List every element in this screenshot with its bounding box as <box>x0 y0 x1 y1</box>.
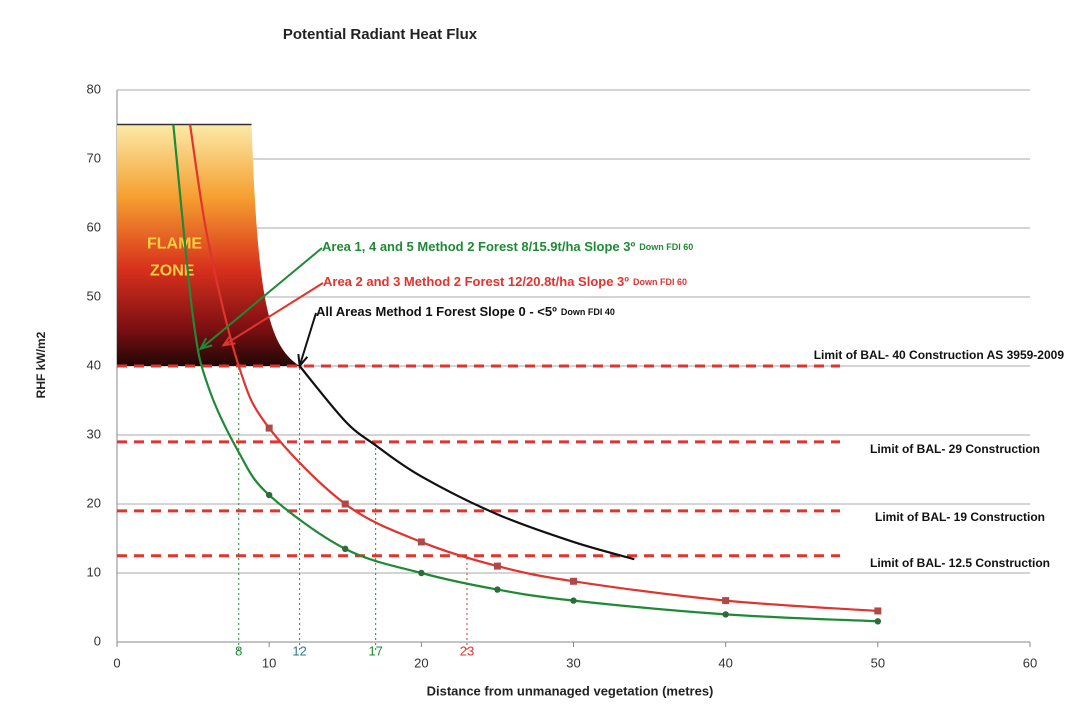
chart-title: Potential Radiant Heat Flux <box>283 26 478 43</box>
x-tick-label: 60 <box>1023 655 1037 670</box>
x-marker-label: 8 <box>235 643 242 658</box>
y-tick-label: 20 <box>87 495 101 510</box>
series-annotation: All Areas Method 1 Forest Slope 0 - <5º D… <box>316 304 615 319</box>
y-tick-label: 80 <box>87 81 101 96</box>
flame-zone-label: ZONE <box>150 263 195 280</box>
x-marker-label: 23 <box>460 643 474 658</box>
x-tick-label: 10 <box>262 655 276 670</box>
x-tick-label: 30 <box>566 655 580 670</box>
x-tick-label: 50 <box>871 655 885 670</box>
series-name-small: Down FDI 40 <box>561 307 615 317</box>
annotation-arrow <box>298 312 317 367</box>
x-marker-label: 17 <box>368 643 382 658</box>
x-tick-label: 0 <box>113 655 120 670</box>
data-point <box>493 562 501 570</box>
annotation-arrow <box>200 247 323 350</box>
y-tick-label: 60 <box>87 219 101 234</box>
series-name-small: Down FDI 60 <box>639 242 693 252</box>
series-name: Area 2 and 3 Method 2 Forest 12/20.8t/ha… <box>323 274 629 289</box>
series-annotation: Area 1, 4 and 5 Method 2 Forest 8/15.9t/… <box>322 239 693 254</box>
y-tick-label: 40 <box>87 357 101 372</box>
y-tick-label: 70 <box>87 150 101 165</box>
x-axis-label: Distance from unmanaged vegetation (metr… <box>427 683 714 698</box>
arrow-head <box>221 334 236 347</box>
data-point <box>265 424 273 432</box>
x-tick-label: 40 <box>718 655 732 670</box>
data-point <box>874 607 882 615</box>
x-marker-label: 12 <box>292 643 306 658</box>
y-tick-label: 0 <box>94 633 101 648</box>
reference-label: Limit of BAL- 29 Construction <box>870 442 1040 456</box>
reference-label: Limit of BAL- 12.5 Construction <box>870 556 1050 570</box>
data-point <box>722 597 730 605</box>
series-line <box>188 124 878 613</box>
reference-label: Limit of BAL- 40 Construction AS 3959-20… <box>814 348 1065 362</box>
x-tick-label: 20 <box>414 655 428 670</box>
data-point <box>342 545 349 553</box>
flame-zone-label: FLAME <box>147 236 202 253</box>
series-annotation: Area 2 and 3 Method 2 Forest 12/20.8t/ha… <box>323 274 687 289</box>
series-name-small: Down FDI 60 <box>633 277 687 287</box>
data-point <box>494 586 501 593</box>
data-point <box>265 491 273 499</box>
arrow-head <box>297 353 309 369</box>
series-line <box>172 124 878 623</box>
annotation-arrow <box>222 282 324 347</box>
data-point <box>722 611 729 618</box>
series-name: Area 1, 4 and 5 Method 2 Forest 8/15.9t/… <box>322 239 635 254</box>
data-point <box>874 618 882 625</box>
data-point <box>341 500 349 508</box>
data-point <box>418 569 425 577</box>
series-line <box>298 365 635 561</box>
y-tick-label: 30 <box>87 426 101 441</box>
y-tick-label: 50 <box>87 288 101 303</box>
arrow-head <box>198 337 213 351</box>
y-axis-label: RHF kW/m2 <box>34 331 48 398</box>
reference-label: Limit of BAL- 19 Construction <box>875 510 1045 524</box>
series-name: All Areas Method 1 Forest Slope 0 - <5º <box>316 304 557 319</box>
y-tick-label: 10 <box>87 564 101 579</box>
data-point <box>570 577 577 585</box>
data-point <box>417 538 425 546</box>
data-point <box>570 597 577 604</box>
